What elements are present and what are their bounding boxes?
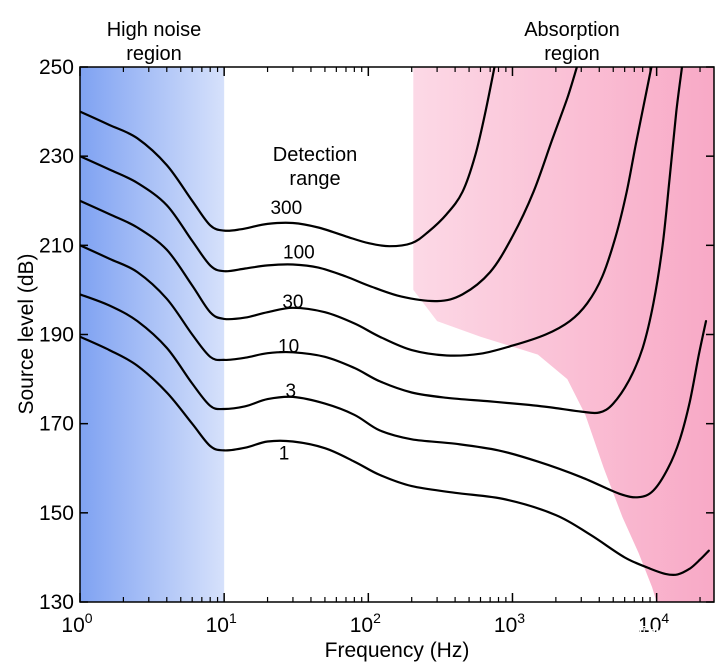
curve-label-30: 30 [282,292,303,313]
x-tick-label-100: 102 [350,610,381,637]
curve-3 [80,293,708,499]
y-tick-label-210: 210 [39,234,74,257]
curve-label-3: 3 [286,381,297,402]
y-tick-label-170: 170 [39,413,74,436]
x-tick-label-10: 101 [206,610,237,637]
x-tick-label-1: 100 [61,610,92,637]
detection-curves [80,67,710,577]
curve-label-1: 1 [279,443,290,464]
absorption-label-line2: region [544,43,600,65]
detection-range-label-line2: range [289,168,340,190]
y-axis-title: Source level (dB) [15,253,38,414]
detection-range-label-line1: Detection [273,144,358,166]
y-tick-label-230: 230 [39,145,74,168]
curve-label-100: 100 [283,243,315,264]
x-tick-label-10000: 104 [638,610,669,637]
curve-10 [80,67,684,415]
y-tick-label-190: 190 [39,324,74,347]
absorption-region [413,67,714,602]
curve-label-300: 300 [270,198,302,219]
curve-label-10: 10 [278,336,299,357]
watermark: 知乎 @剪水鸌 [566,623,686,645]
curve-30 [80,67,653,357]
absorption-label-line1: Absorption [524,19,620,41]
curve-300 [80,67,496,248]
curve-labels: 300 100 30 10 3 1 [270,198,314,464]
y-tick-label-250: 250 [39,56,74,79]
x-tick-label-1000: 103 [494,610,525,637]
x-axis-title: Frequency (Hz) [325,639,470,662]
high-noise-label-line1: High noise [107,19,202,41]
high-noise-label-line2: region [126,43,182,65]
y-tick-label-150: 150 [39,502,74,525]
curve-100 [80,67,578,303]
y-tick-label-130: 130 [39,591,74,614]
axis-ticks [79,66,714,603]
curve-1 [80,335,710,577]
